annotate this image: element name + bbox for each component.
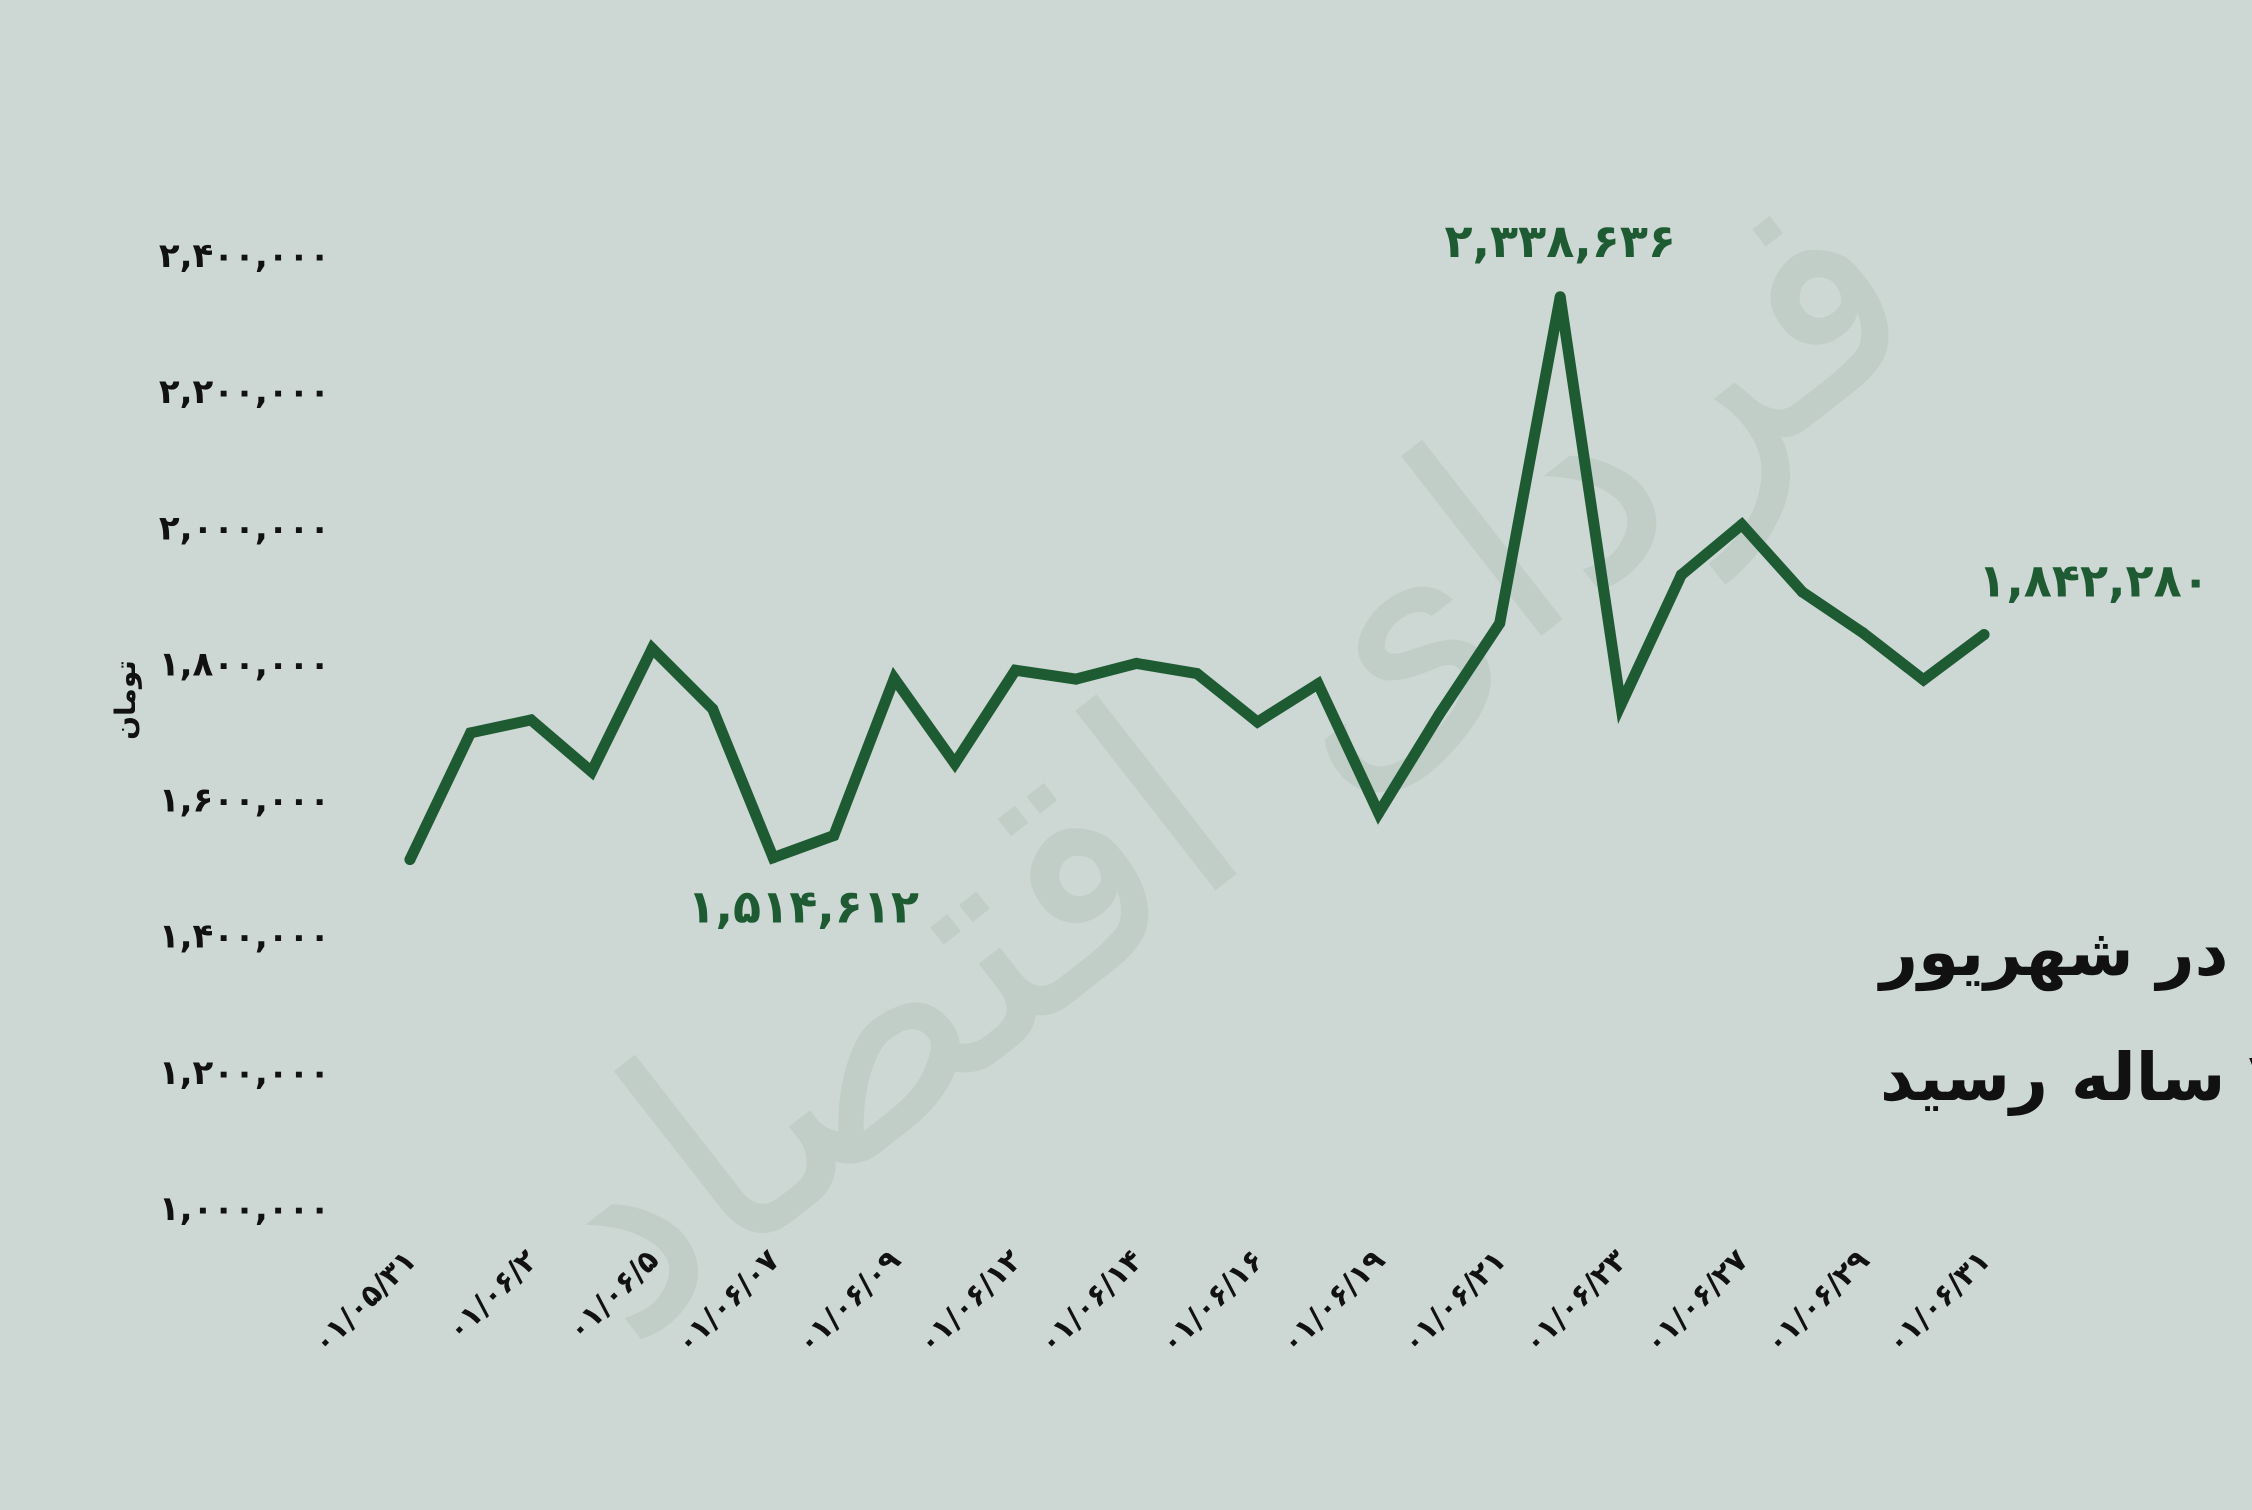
data-label: ۱,۸۴۲,۲۸۰	[1978, 554, 2209, 608]
data-point	[465, 727, 477, 739]
y-tick-label: ۲,۴۰۰,۰۰۰	[159, 236, 330, 276]
data-point	[586, 766, 598, 778]
y-axis-label: تومان	[109, 660, 142, 740]
data-point	[1070, 673, 1082, 685]
data-point	[1494, 617, 1506, 629]
data-label: ۱,۵۱۴,۶۱۲	[687, 880, 918, 934]
y-tick-label: ۱,۰۰۰,۰۰۰	[159, 1189, 330, 1229]
x-tick-label: ۰۱/۰۶/۱۹	[1274, 1243, 1392, 1361]
data-point	[1191, 668, 1203, 680]
watermark: فردای اقتصاد	[455, 110, 1979, 1409]
data-label: ۲,۳۳۸,۶۳۶	[1444, 214, 1675, 268]
y-tick-label: ۱,۴۰۰,۰۰۰	[159, 917, 330, 957]
chart-title-line: حباب سکه در شهریور	[1877, 914, 2252, 992]
data-point	[1373, 807, 1385, 819]
y-tick-label: ۱,۸۰۰,۰۰۰	[159, 644, 330, 684]
x-tick-label: ۰۱/۰۶/۲	[440, 1243, 545, 1348]
data-point	[1554, 291, 1566, 303]
data-point	[646, 642, 658, 654]
x-tick-label: ۰۱/۰۶/۱۲	[911, 1243, 1029, 1361]
x-tick-label: ۰۱/۰۶/۳۱	[1880, 1243, 1998, 1361]
data-point	[1675, 569, 1687, 581]
data-point	[1615, 699, 1627, 711]
chart-title-line: به سقف ۲ ساله رسید	[1880, 1039, 2252, 1116]
data-point	[707, 703, 719, 715]
y-ticks: ۱,۰۰۰,۰۰۰ ۱,۲۰۰,۰۰۰ ۱,۴۰۰,۰۰۰ ۱,۶۰۰,۰۰۰ ۱,۸۰…	[159, 236, 330, 1229]
data-point	[1009, 664, 1021, 676]
x-tick-label: ۰۱/۰۶/۱۴	[1032, 1243, 1150, 1361]
data-point	[949, 757, 961, 769]
data-point	[1796, 586, 1808, 598]
data-point	[1736, 519, 1748, 531]
data-point	[767, 852, 779, 864]
x-tick-label: ۰۱/۰۵/۳۱	[306, 1243, 424, 1361]
data-point	[1252, 716, 1264, 728]
x-tick-label: ۰۱/۰۶/۲۳	[1516, 1243, 1634, 1361]
data-point	[1130, 657, 1142, 669]
x-tick-label: ۰۱/۰۶/۱۶	[1153, 1243, 1271, 1361]
data-point	[1312, 678, 1324, 690]
data-point	[525, 714, 537, 726]
x-tick-label: ۰۱/۰۶/۲۱	[1395, 1243, 1513, 1361]
y-tick-label: ۲,۰۰۰,۰۰۰	[159, 508, 330, 548]
data-point	[404, 853, 416, 865]
x-tick-label: ۰۱/۰۶/۲۷	[1638, 1243, 1756, 1361]
data-point	[1857, 627, 1869, 639]
data-point	[1917, 674, 1929, 686]
data-point	[1978, 629, 1990, 641]
y-tick-label: ۱,۲۰۰,۰۰۰	[159, 1053, 330, 1093]
x-tick-label: ۰۱/۰۶/۲۹	[1759, 1243, 1877, 1361]
y-tick-label: ۲,۲۰۰,۰۰۰	[159, 372, 330, 412]
data-point	[888, 672, 900, 684]
chart-title: حباب سکه در شهریور به سقف ۲ ساله رسید	[1877, 914, 2252, 1116]
data-point	[1433, 708, 1445, 720]
data-labels: ۱,۵۱۴,۶۱۲ ۲,۳۳۸,۶۳۶ ۱,۸۴۲,۲۸۰	[687, 214, 2209, 934]
data-point	[828, 830, 840, 842]
y-tick-label: ۱,۶۰۰,۰۰۰	[159, 781, 330, 821]
watermark-layer: فردای اقتصاد	[455, 110, 1979, 1409]
series	[404, 291, 1990, 865]
